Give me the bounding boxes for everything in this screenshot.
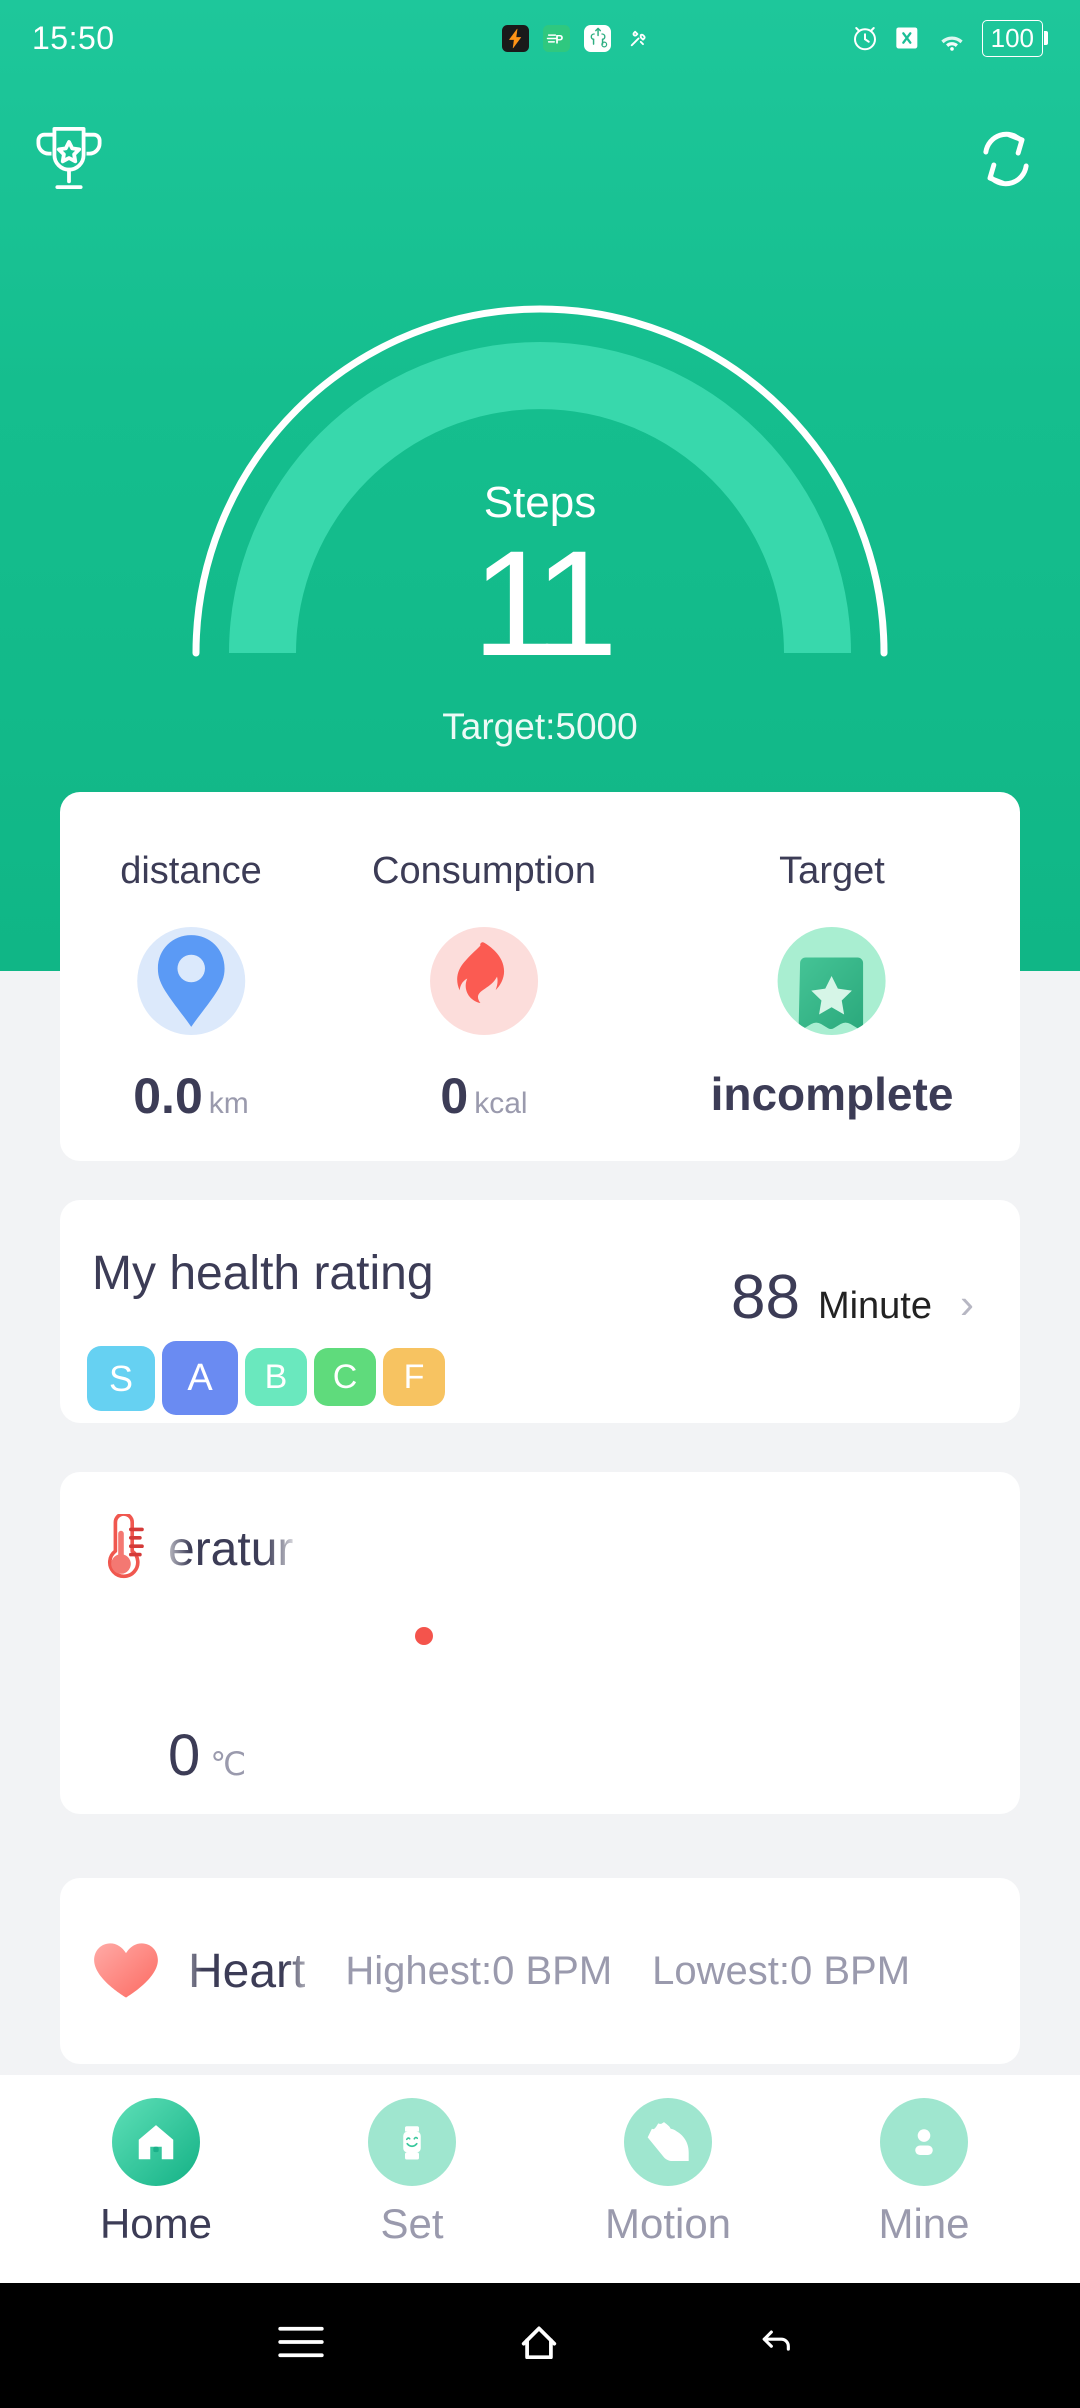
svg-text:P: P <box>555 32 563 46</box>
